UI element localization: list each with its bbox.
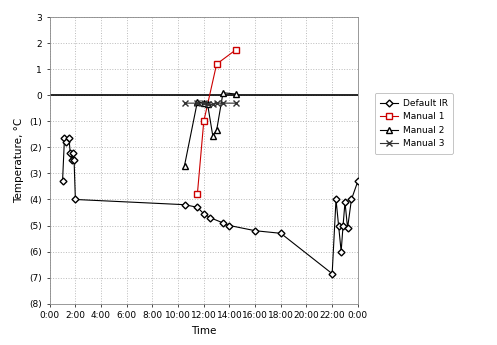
Default IR <box>71 158 77 162</box>
Default IR <box>355 179 361 183</box>
Default IR <box>207 216 213 220</box>
Line: Manual 2: Manual 2 <box>181 90 239 169</box>
Manual 2 <box>181 164 187 168</box>
Default IR <box>66 136 72 140</box>
Default IR <box>344 226 350 230</box>
Manual 1 <box>214 62 220 66</box>
Manual 2 <box>194 100 200 104</box>
Line: Default IR: Default IR <box>60 136 360 276</box>
Default IR <box>73 197 79 201</box>
Default IR <box>201 212 207 216</box>
Default IR <box>60 179 66 183</box>
Manual 2 <box>214 128 220 132</box>
Manual 1 <box>194 192 200 196</box>
Manual 3 <box>220 101 226 105</box>
Default IR <box>194 205 200 209</box>
Manual 3 <box>194 101 200 105</box>
Default IR <box>278 231 284 235</box>
Default IR <box>252 229 258 233</box>
Manual 2 <box>233 92 239 96</box>
Default IR <box>340 224 346 228</box>
Default IR <box>338 249 344 254</box>
Default IR <box>181 203 187 207</box>
Default IR <box>333 197 339 201</box>
Legend: Default IR, Manual 1, Manual 2, Manual 3: Default IR, Manual 1, Manual 2, Manual 3 <box>375 93 453 154</box>
Manual 3 <box>181 101 187 105</box>
Manual 2 <box>210 134 216 138</box>
Manual 3 <box>214 101 220 105</box>
Default IR <box>62 136 68 140</box>
Default IR <box>342 200 348 204</box>
Default IR <box>69 158 75 162</box>
Manual 2 <box>220 91 226 95</box>
Manual 1 <box>201 119 207 124</box>
Manual 3 <box>233 101 239 105</box>
Default IR <box>67 150 73 155</box>
Manual 2 <box>205 102 211 107</box>
Y-axis label: Temperature, °C: Temperature, °C <box>14 118 24 203</box>
Default IR <box>70 150 76 155</box>
Default IR <box>220 221 226 225</box>
Default IR <box>348 197 354 201</box>
Default IR <box>335 224 341 228</box>
Line: Manual 1: Manual 1 <box>194 47 239 197</box>
Manual 2 <box>201 101 207 105</box>
Default IR <box>329 272 335 276</box>
X-axis label: Time: Time <box>191 326 217 336</box>
Manual 1 <box>233 48 239 52</box>
Default IR <box>64 140 70 144</box>
Line: Manual 3: Manual 3 <box>182 100 239 107</box>
Default IR <box>227 224 233 228</box>
Manual 3 <box>201 101 207 105</box>
Manual 3 <box>205 102 211 107</box>
Manual 3 <box>210 102 216 107</box>
